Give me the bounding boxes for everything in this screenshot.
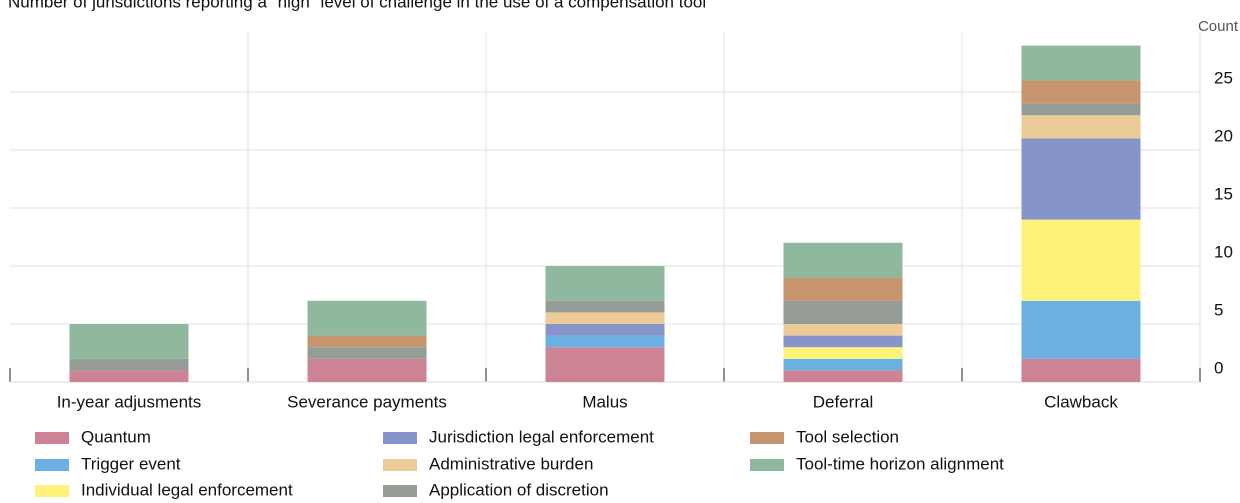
legend-swatch — [35, 459, 69, 471]
bar-segment — [783, 370, 903, 382]
bar-segment — [545, 335, 665, 348]
bar-segment — [783, 335, 903, 348]
bar-segment — [69, 358, 189, 371]
bar-segment — [783, 324, 903, 336]
bar-segment — [545, 312, 665, 324]
bar-segment — [69, 370, 189, 382]
bar-segment — [1021, 138, 1141, 220]
bar-segment — [307, 335, 427, 348]
legend-label: Tool-time horizon alignment — [796, 454, 1004, 473]
legend-swatch — [750, 459, 784, 471]
y-tick-label: 25 — [1214, 68, 1233, 87]
y-tick-label: 10 — [1214, 242, 1233, 261]
bar-segment — [1021, 219, 1141, 301]
y-tick-label: 20 — [1214, 126, 1233, 145]
legend-swatch — [35, 432, 69, 444]
bar-segment — [545, 266, 665, 301]
bar-segment — [783, 300, 903, 324]
bar-segment — [1021, 358, 1141, 382]
x-tick-label: Malus — [582, 392, 627, 411]
bar-segment — [1021, 115, 1141, 139]
bar-segment — [783, 277, 903, 301]
legend-swatch — [383, 432, 417, 444]
y-axis-label: Count — [1198, 18, 1239, 35]
bar-segment — [1021, 300, 1141, 359]
bar-segment — [1021, 80, 1141, 104]
legend-swatch — [383, 459, 417, 471]
x-tick-label: In-year adjusments — [57, 392, 202, 411]
legend-label: Trigger event — [81, 454, 181, 473]
chart-title: Number of jurisdictions reporting a "hig… — [8, 0, 706, 11]
bar-segment — [783, 358, 903, 371]
y-tick-label: 5 — [1214, 300, 1223, 319]
legend-label: Application of discretion — [429, 480, 609, 499]
legend-label: Quantum — [81, 427, 151, 446]
x-tick-label: Severance payments — [287, 392, 447, 411]
legend-label: Individual legal enforcement — [81, 480, 293, 499]
legend-swatch — [750, 432, 784, 444]
bar-segment — [69, 324, 189, 359]
x-tick-label: Deferral — [813, 392, 873, 411]
legend-label: Jurisdiction legal enforcement — [429, 427, 654, 446]
legend-swatch — [35, 485, 69, 497]
bar-segment — [545, 347, 665, 382]
bar-segment — [783, 347, 903, 359]
bar-segment — [545, 324, 665, 336]
legend-label: Administrative burden — [429, 454, 593, 473]
bar-segment — [307, 300, 427, 336]
bar-segment — [307, 358, 427, 382]
bar-segment — [1021, 45, 1141, 81]
legend-swatch — [383, 485, 417, 497]
y-tick-label: 15 — [1214, 184, 1233, 203]
bar-segment — [307, 347, 427, 359]
bar-segment — [1021, 103, 1141, 116]
legend-label: Tool selection — [796, 427, 899, 446]
bar-segment — [545, 300, 665, 313]
bar-segment — [783, 242, 903, 278]
y-tick-label: 0 — [1214, 358, 1223, 377]
x-tick-label: Clawback — [1044, 392, 1118, 411]
